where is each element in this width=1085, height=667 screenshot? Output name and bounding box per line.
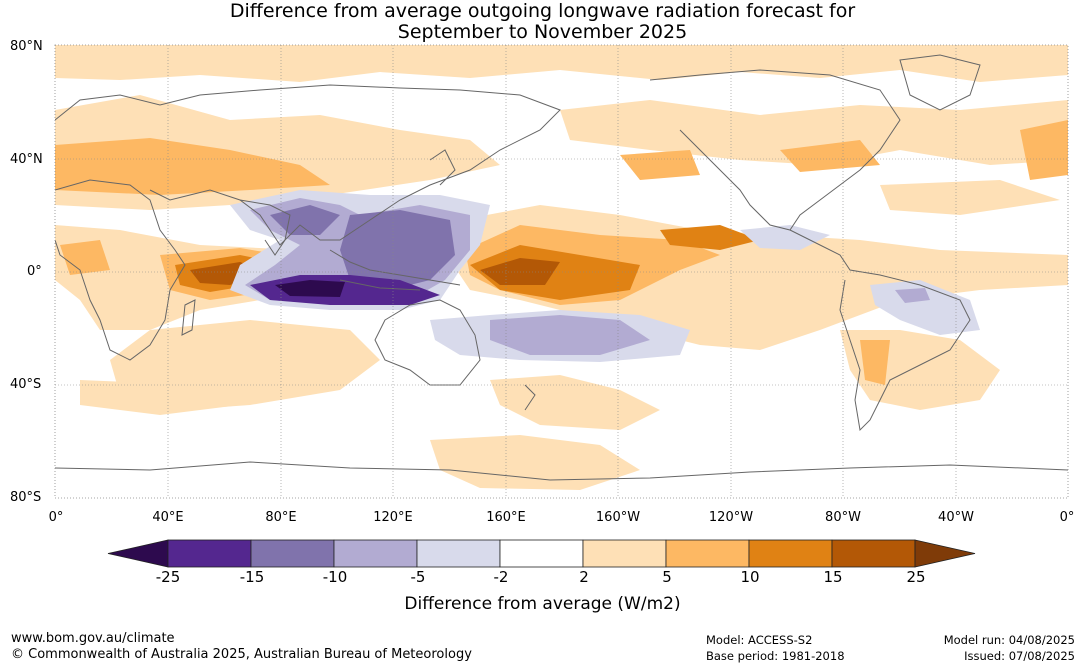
map-title-line-1: Difference from average outgoing longwav… (229, 0, 856, 22)
colorbar-tick-label: 10 (740, 568, 760, 586)
lon-label: 40°E (152, 510, 184, 525)
colorbar-bin (665, 539, 750, 568)
lon-label: 80°W (825, 510, 861, 525)
footer-issued: Issued: 07/08/2025 (964, 649, 1075, 663)
lat-label-80s: 80°S (10, 490, 42, 505)
colorbar-bin (250, 539, 335, 568)
colorbar-tick-label: -25 (155, 568, 181, 586)
anomaly-shading (55, 45, 1068, 490)
colorbar-bin (416, 539, 501, 568)
colorbar-bin (333, 539, 418, 568)
lat-label-40s: 40°S (10, 377, 42, 392)
colorbar-bin (499, 539, 584, 568)
colorbar-tick-label: 15 (823, 568, 843, 586)
colorbar-bin (831, 539, 916, 568)
lon-label: 0° (48, 510, 64, 525)
lon-label: 0° (1059, 510, 1075, 525)
lon-label: 80°E (265, 510, 297, 525)
colorbar-tick-label: 2 (579, 568, 589, 586)
lat-label-eq: 0° (27, 264, 42, 279)
footer-copyright: © Commonwealth of Australia 2025, Austra… (11, 647, 472, 662)
lon-label: 160°E (486, 510, 526, 525)
colorbar-title: Difference from average (W/m2) (404, 594, 681, 614)
lon-label: 160°W (595, 510, 641, 525)
map-title-line-2: September to November 2025 (397, 21, 688, 43)
coastlines (55, 54, 1068, 481)
colorbar-tick-label: -15 (239, 568, 265, 586)
colorbar-bin (167, 539, 252, 568)
footer-model: Model: ACCESS-S2 (706, 633, 813, 647)
colorbar-bin (582, 539, 667, 568)
lat-label-40n: 40°N (10, 152, 43, 167)
lon-label: 120°W (708, 510, 754, 525)
colorbar (107, 539, 976, 568)
colorbar-tick-label: -2 (493, 568, 509, 586)
colorbar-tick-label: 5 (662, 568, 672, 586)
lon-label: 120°E (373, 510, 413, 525)
footer-base-period: Base period: 1981-2018 (706, 649, 845, 663)
colorbar-tick-label: -10 (322, 568, 348, 586)
colorbar-extend-high (914, 539, 976, 568)
colorbar-extend-low (107, 539, 169, 568)
colorbar-tick-label: 25 (906, 568, 926, 586)
colorbar-tick-label: -5 (410, 568, 426, 586)
lon-label: 40°W (938, 510, 974, 525)
graticule (55, 45, 1068, 498)
lat-label-80n: 80°N (10, 39, 43, 54)
footer-model-run: Model run: 04/08/2025 (943, 633, 1075, 647)
colorbar-bin (748, 539, 833, 568)
footer-url[interactable]: www.bom.gov.au/climate (11, 631, 175, 646)
